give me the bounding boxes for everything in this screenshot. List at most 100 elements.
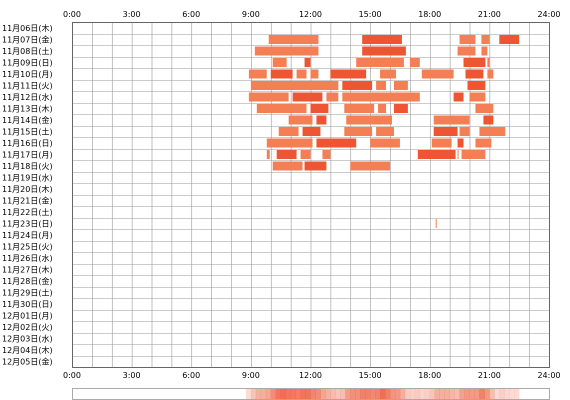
activity-bar [457,46,476,56]
activity-bar [278,127,299,136]
row-label: 11月26日(水) [2,253,53,263]
row-label: 11月09日(日) [2,59,53,68]
activity-bar [292,92,323,102]
row-label: 11月30日(日) [2,300,53,309]
summary-density-cell [275,389,281,399]
bottom-time-axis: 0:00 3:00 6:00 9:00 12:00 15:00 18:00 21:00 24:0… [63,371,561,380]
activity-bar [457,150,459,159]
summary-density-cell [365,389,371,399]
activity-bar [459,35,476,44]
summary-density-cell [499,389,505,399]
row-label: 11月28日(金) [2,276,53,286]
summary-density-cell [434,389,440,399]
summary-density-cell [424,389,431,399]
activity-bar [248,69,267,79]
summary-density-cell [265,389,272,399]
summary-density-cell [280,389,286,399]
activity-bar [310,104,329,113]
row-label: 11月14日(金) [2,115,53,125]
summary-density-cell [320,389,326,399]
summary-density-cell [330,389,336,399]
summary-density-cell [444,389,450,399]
activity-bar [393,81,408,90]
activity-bar [459,127,470,136]
summary-density-cell [270,389,277,399]
activity-bar [380,69,396,79]
activity-bar [254,46,319,56]
activity-bar [266,150,270,159]
row-label: 12月02日(火) [2,323,53,332]
activity-bar [431,138,452,148]
summary-density-cell [514,389,520,399]
summary-density-cell [454,389,460,399]
summary-density-cell [255,389,262,399]
activity-bar [409,58,420,67]
activity-bar [266,138,313,148]
row-label: 11月25日(火) [2,243,53,252]
row-label: 11月18日(火) [2,162,53,171]
row-label: 11月24日(月) [2,231,53,240]
summary-density-cell [459,389,465,399]
x-tick-label-bottom: 24:00 [537,371,560,380]
row-label: 12月03日(水) [2,334,53,344]
summary-density-cell [380,389,386,399]
x-tick-label-top: 18:00 [418,10,441,19]
activity-bar [362,46,406,56]
plot-border [72,22,550,368]
plot-frame [72,22,550,368]
summary-density-cell [350,389,356,399]
row-label: 11月11日(火) [2,82,53,91]
activity-bar [433,127,458,136]
activity-bar [276,150,297,159]
x-tick-label-bottom: 21:00 [478,371,501,380]
activity-bar [300,150,311,159]
activity-bar [322,150,331,159]
activity-bar [302,127,321,136]
activity-bar [370,138,400,148]
x-tick-label-bottom: 12:00 [299,371,322,380]
activity-bar [304,58,311,67]
activity-bar [469,92,486,102]
activity-bar [272,161,303,171]
summary-density-cell [335,389,341,399]
activity-bar [461,150,486,159]
row-label: 11月17日(月) [2,151,53,160]
row-labels: 11月06日(木) 11月07日(金)11月08日(土) 11月09日(日) 11月1… [2,23,53,367]
row-label: 11月22日(土) [2,207,53,217]
activity-bar [330,69,367,79]
row-label: 12月05日(金) [2,357,53,367]
summary-density-cell [390,389,396,399]
summary-density-cell [414,389,421,399]
summary-density-cell [469,389,475,399]
summary-density-cell [479,389,485,399]
activity-bar [272,58,287,67]
activity-bar [316,115,327,125]
row-label: 11月08日(土) [2,46,53,56]
activity-bar [475,138,492,148]
summary-density-cell [370,389,376,399]
activity-bar [248,92,289,102]
summary-density-cell [385,389,391,399]
activity-bar [481,46,488,56]
activity-bar [342,81,373,90]
activity-bar [499,35,520,44]
activity-bar [296,69,307,79]
x-tick-label-top: 6:00 [182,10,200,19]
summary-density-cell [260,389,267,399]
summary-density-cell [419,389,426,399]
summary-density-cell [484,389,490,399]
activity-bar [481,35,490,44]
activity-bar [250,81,339,90]
summary-density-cell [295,389,301,399]
x-tick-label-bottom: 6:00 [182,371,200,380]
summary-density-cell [250,389,257,399]
activity-bar [393,104,408,113]
activity-bars [248,35,520,228]
row-label: 11月06日(木) [2,23,53,33]
x-tick-label-bottom: 15:00 [359,371,382,380]
x-tick-label-top: 24:00 [537,10,560,19]
activity-bar [378,104,387,113]
activity-bar [344,104,375,113]
summary-density-cell [394,389,401,399]
activity-bar [433,115,470,125]
